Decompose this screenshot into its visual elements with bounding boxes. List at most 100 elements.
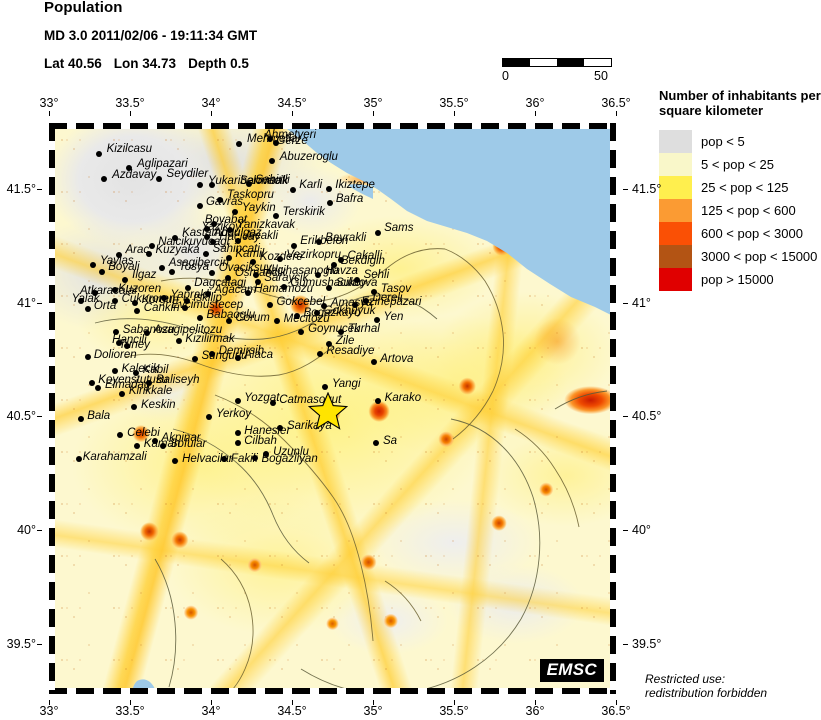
city-marker-dot[interactable] [209, 350, 216, 357]
city-marker-dot[interactable] [90, 262, 97, 269]
city-marker-dot[interactable] [191, 356, 198, 363]
city-marker-dot[interactable] [337, 257, 344, 264]
city-marker-dot[interactable] [373, 440, 380, 447]
city-marker-dot[interactable] [172, 235, 179, 241]
city-marker-dot[interactable] [175, 338, 182, 345]
city-marker-dot[interactable] [290, 186, 297, 193]
city-marker-dot[interactable] [298, 328, 305, 335]
city-marker-dot[interactable] [272, 139, 279, 146]
city-marker-dot[interactable] [145, 251, 152, 258]
city-marker-dot[interactable] [78, 298, 85, 305]
city-marker-dot[interactable] [235, 237, 242, 244]
city-marker-dot[interactable] [160, 294, 167, 301]
city-marker-dot[interactable] [280, 284, 287, 291]
city-marker-dot[interactable] [338, 328, 345, 335]
city-marker-dot[interactable] [183, 297, 190, 304]
city-marker-dot[interactable] [322, 383, 329, 390]
city-marker-dot[interactable] [234, 355, 241, 362]
city-marker-dot[interactable] [204, 291, 211, 298]
epicenter-star-icon[interactable] [307, 391, 348, 430]
city-marker-dot[interactable] [351, 302, 358, 309]
city-marker-dot[interactable] [101, 176, 108, 183]
city-marker-dot[interactable] [123, 342, 130, 349]
city-marker-dot[interactable] [144, 330, 151, 337]
city-marker-dot[interactable] [277, 425, 284, 432]
city-marker-dot[interactable] [84, 305, 91, 312]
city-marker-dot[interactable] [209, 238, 216, 245]
city-marker-dot[interactable] [266, 135, 273, 142]
city-marker-dot[interactable] [321, 302, 328, 309]
city-marker-dot[interactable] [252, 272, 259, 279]
city-marker-dot[interactable] [146, 379, 153, 386]
city-marker-dot[interactable] [225, 317, 232, 324]
city-marker-dot[interactable] [148, 243, 155, 250]
city-marker-dot[interactable] [251, 455, 258, 462]
city-marker-dot[interactable] [204, 226, 211, 233]
city-marker-dot[interactable] [210, 221, 217, 228]
city-marker-dot[interactable] [354, 276, 361, 283]
city-marker-dot[interactable] [235, 140, 242, 147]
city-marker-dot[interactable] [269, 399, 276, 406]
city-marker-dot[interactable] [316, 239, 323, 246]
city-marker-dot[interactable] [98, 269, 105, 276]
city-marker-dot[interactable] [111, 368, 118, 375]
city-marker-dot[interactable] [133, 369, 140, 376]
city-marker-dot[interactable] [373, 316, 380, 323]
city-marker-dot[interactable] [206, 413, 213, 420]
city-marker-dot[interactable] [116, 339, 123, 346]
city-marker-dot[interactable] [331, 262, 338, 269]
city-marker-dot[interactable] [196, 314, 203, 321]
city-marker-dot[interactable] [245, 181, 252, 188]
city-marker-dot[interactable] [316, 351, 323, 358]
city-marker-dot[interactable] [131, 300, 138, 307]
city-marker-dot[interactable] [326, 284, 333, 291]
city-marker-dot[interactable] [315, 271, 322, 278]
city-marker-dot[interactable] [293, 312, 300, 319]
city-marker-dot[interactable] [234, 397, 241, 404]
city-marker-dot[interactable] [227, 226, 234, 233]
city-marker-dot[interactable] [115, 251, 122, 258]
city-marker-dot[interactable] [122, 276, 129, 283]
city-marker-dot[interactable] [182, 304, 189, 311]
city-marker-dot[interactable] [75, 455, 82, 462]
city-marker-dot[interactable] [272, 213, 279, 220]
city-marker-dot[interactable] [274, 318, 280, 325]
city-marker-dot[interactable] [159, 264, 166, 271]
city-marker-dot[interactable] [362, 297, 369, 304]
city-marker-dot[interactable] [375, 397, 381, 404]
map-canvas[interactable]: Kizilcasu Mehmetlar Aglipazari Abuzeroglu Az… [55, 129, 610, 688]
city-marker-dot[interactable] [172, 458, 179, 465]
city-marker-dot[interactable] [370, 358, 377, 365]
city-marker-dot[interactable] [326, 340, 333, 347]
city-marker-dot[interactable] [263, 451, 270, 458]
city-marker-dot[interactable] [126, 165, 133, 172]
city-marker-dot[interactable] [196, 203, 203, 210]
city-marker-dot[interactable] [131, 404, 138, 411]
city-marker-dot[interactable] [169, 269, 176, 276]
city-marker-dot[interactable] [202, 250, 209, 257]
city-marker-dot[interactable] [234, 440, 241, 447]
city-marker-dot[interactable] [217, 196, 224, 203]
city-marker-dot[interactable] [155, 176, 162, 183]
city-marker-dot[interactable] [209, 269, 216, 276]
city-marker-dot[interactable] [160, 442, 167, 449]
city-marker-dot[interactable] [77, 416, 84, 423]
city-marker-dot[interactable] [95, 150, 102, 157]
city-marker-dot[interactable] [254, 279, 261, 286]
city-marker-dot[interactable] [225, 255, 232, 262]
city-marker-dot[interactable] [234, 430, 241, 437]
city-marker-dot[interactable] [326, 186, 333, 193]
city-marker-dot[interactable] [151, 437, 158, 444]
city-marker-dot[interactable] [326, 200, 333, 207]
city-marker-dot[interactable] [209, 182, 216, 189]
city-marker-dot[interactable] [249, 259, 256, 266]
city-marker-dot[interactable] [117, 432, 124, 439]
city-marker-dot[interactable] [375, 229, 381, 236]
city-marker-dot[interactable] [91, 289, 98, 296]
city-marker-dot[interactable] [134, 442, 141, 449]
city-marker-dot[interactable] [313, 310, 320, 317]
city-marker-dot[interactable] [84, 354, 91, 361]
city-marker-dot[interactable] [269, 158, 275, 165]
city-marker-dot[interactable] [204, 234, 211, 241]
city-marker-dot[interactable] [232, 209, 239, 216]
